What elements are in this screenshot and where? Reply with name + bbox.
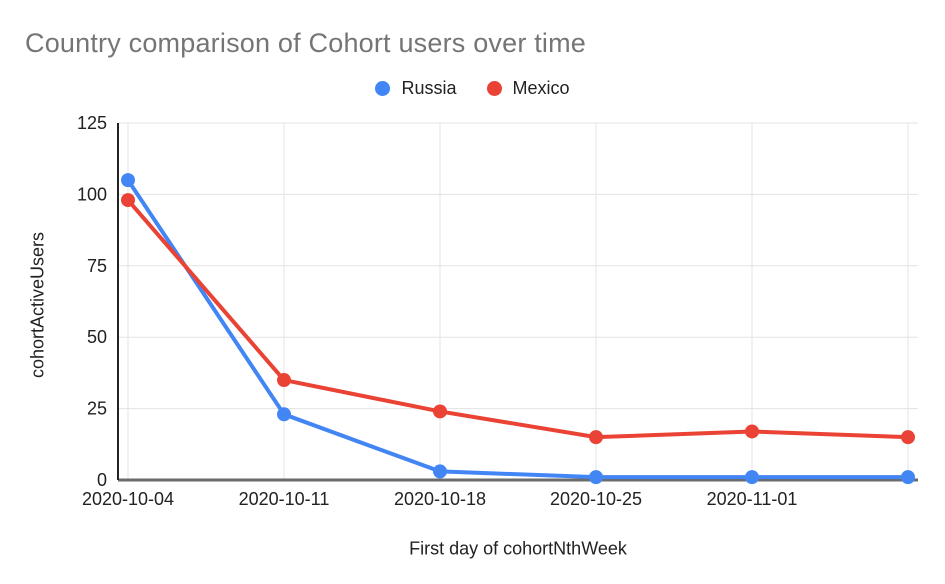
data-point-mexico[interactable] (745, 424, 759, 439)
y-tick-label: 0 (97, 470, 107, 490)
russia-series-dot-icon (375, 81, 391, 96)
x-tick-label: 2020-10-25 (550, 489, 642, 509)
data-point-mexico[interactable] (277, 373, 291, 388)
data-point-russia[interactable] (433, 464, 447, 479)
data-point-russia[interactable] (277, 407, 291, 422)
legend-label-russia: Russia (401, 78, 457, 98)
legend-item-mexico[interactable]: Mexico (486, 78, 570, 99)
y-tick-label: 50 (87, 327, 107, 347)
data-point-russia[interactable] (121, 173, 135, 188)
data-point-mexico[interactable] (901, 430, 915, 445)
data-point-russia[interactable] (901, 470, 915, 485)
data-point-russia[interactable] (589, 470, 603, 485)
legend-item-russia[interactable]: Russia (375, 78, 457, 99)
x-tick-label: 2020-10-18 (394, 489, 486, 509)
chart-legend: Russia Mexico (0, 78, 945, 99)
data-point-russia[interactable] (745, 470, 759, 485)
y-axis-title: cohortActiveUsers (27, 231, 48, 379)
chart-title: Country comparison of Cohort users over … (25, 28, 587, 58)
x-tick-label: 2020-11-01 (707, 489, 798, 509)
x-tick-label: 2020-10-11 (239, 489, 330, 509)
data-point-mexico[interactable] (121, 193, 135, 208)
x-tick-label: 2020-10-04 (82, 489, 174, 509)
mexico-series-dot-icon (486, 81, 502, 96)
y-tick-label: 25 (87, 399, 107, 419)
y-tick-label: 75 (87, 256, 107, 276)
data-point-mexico[interactable] (433, 404, 447, 419)
series-line-mexico (126, 198, 910, 440)
legend-label-mexico: Mexico (512, 78, 570, 98)
y-tick-label: 125 (77, 113, 107, 133)
data-point-mexico[interactable] (589, 430, 603, 445)
x-axis-title: First day of cohortNthWeek (409, 538, 627, 559)
y-tick-label: 100 (77, 184, 107, 204)
series-line-russia (126, 178, 910, 480)
